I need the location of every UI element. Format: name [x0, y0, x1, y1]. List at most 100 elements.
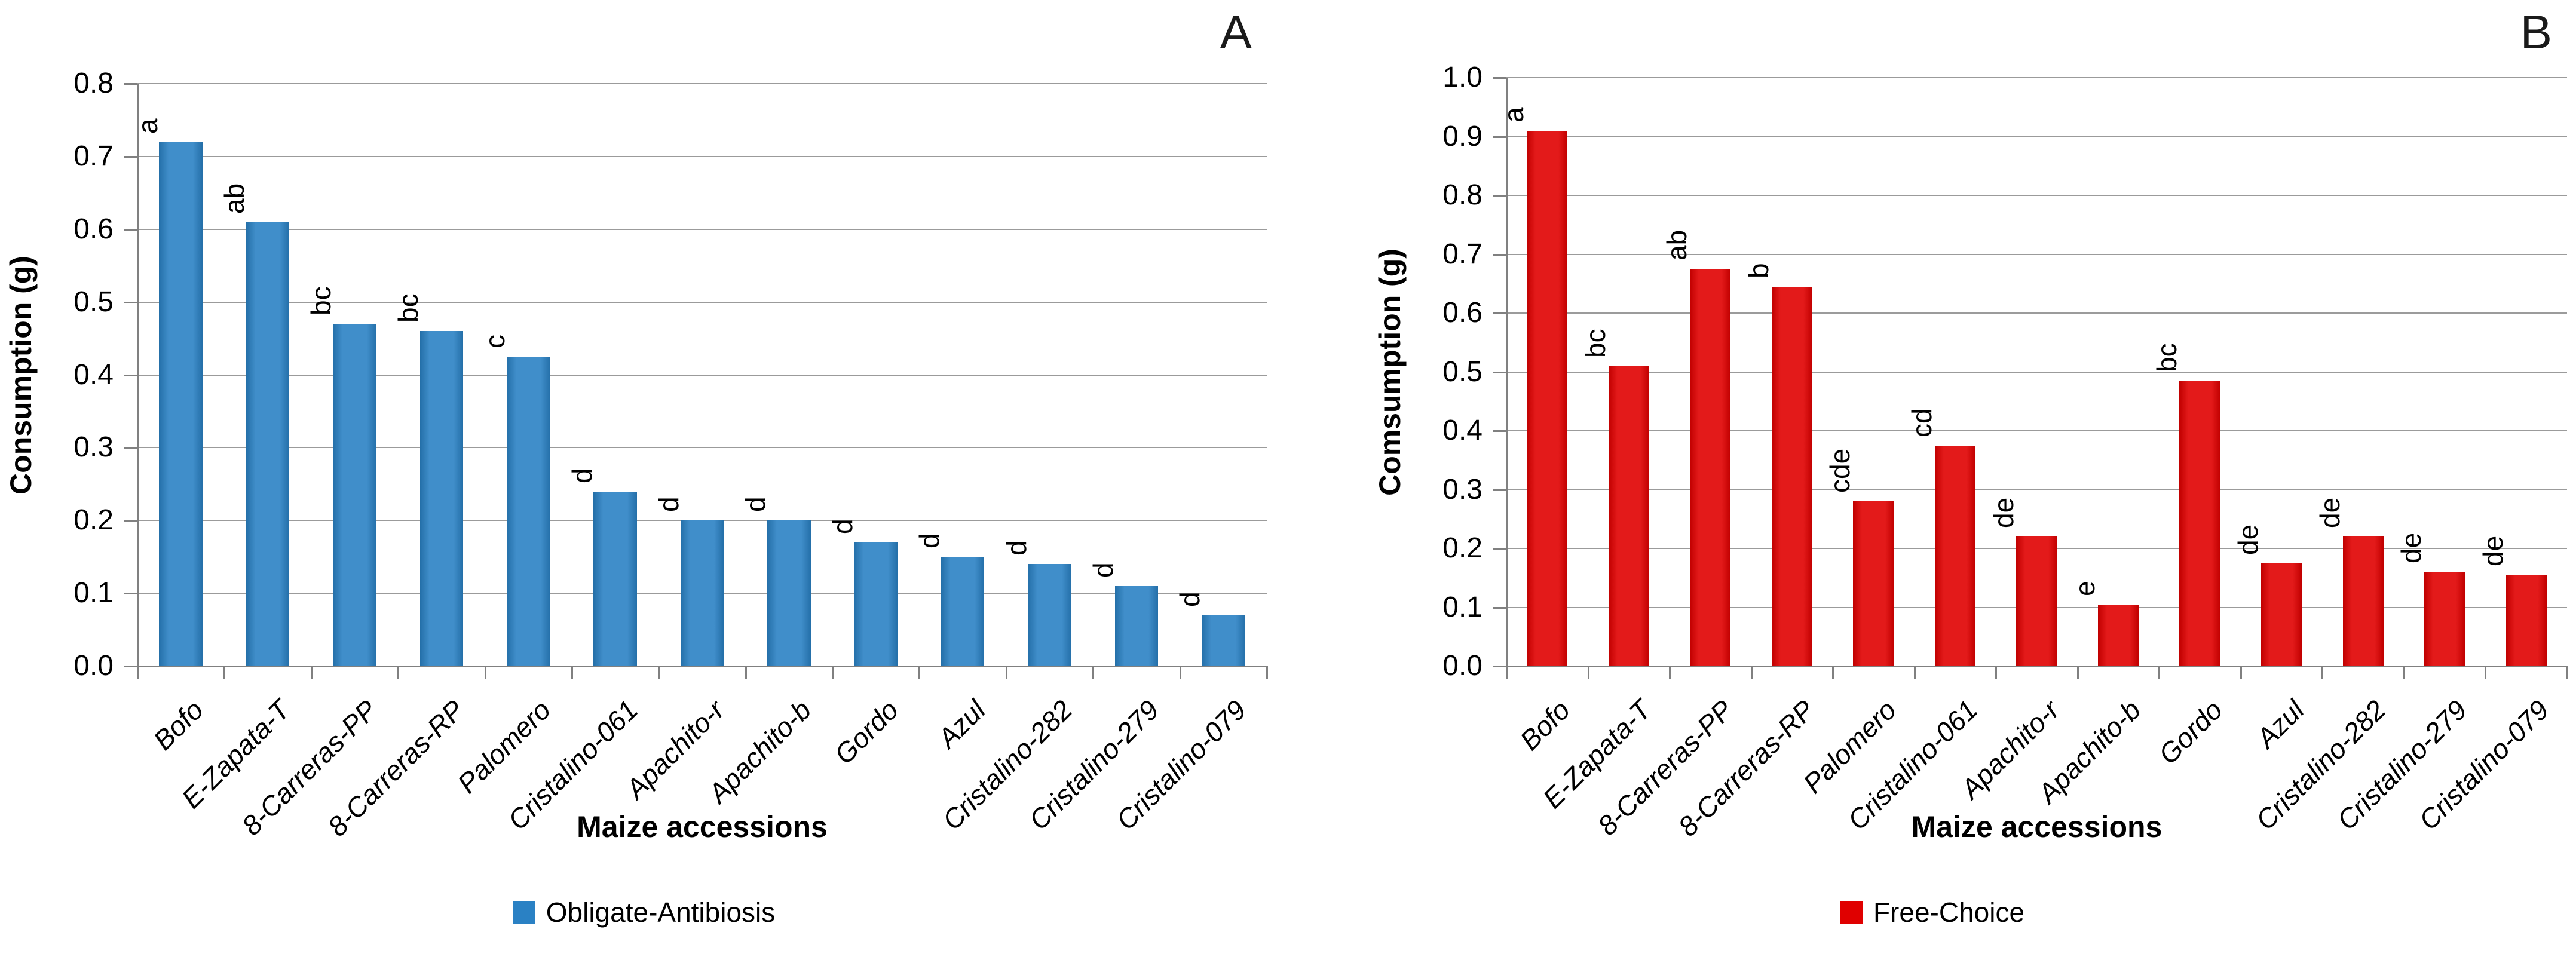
significance-letter: d [914, 533, 945, 549]
category-label: Bofo [1514, 694, 1576, 756]
x-tick-mark [2566, 666, 2568, 679]
x-tick-mark [2158, 666, 2161, 679]
x-tick-mark [1506, 666, 1508, 679]
significance-letter: bc [305, 286, 337, 316]
significance-letter: de [1987, 498, 2019, 529]
x-tick-mark [918, 666, 921, 679]
gridline [1506, 430, 2567, 431]
significance-letter: d [1087, 562, 1119, 578]
significance-letter: e [2069, 580, 2101, 596]
category-label: Bofo [147, 694, 210, 756]
y-tick-mark [1493, 430, 1506, 432]
significance-letter: bc [392, 293, 424, 323]
y-tick-label: 0.0 [73, 650, 114, 682]
significance-letter: a [131, 118, 163, 134]
y-tick-label: 0.0 [1442, 650, 1482, 682]
significance-letter: de [2396, 533, 2427, 564]
panel-letter-a: A [1220, 5, 1252, 59]
category-label: Azul [931, 694, 991, 754]
y-tick-label: 0.3 [73, 431, 114, 464]
x-tick-mark [1179, 666, 1181, 679]
bar-Cristalino-282 [2342, 536, 2384, 666]
gridline [1506, 253, 2567, 255]
bar-Bofo [1527, 130, 1568, 666]
significance-letter: ab [219, 183, 250, 214]
y-tick-mark [124, 374, 137, 376]
x-tick-mark [658, 666, 660, 679]
gridline [1506, 77, 2567, 78]
y-tick-label: 0.7 [1442, 238, 1482, 270]
y-tick-label: 0.2 [1442, 532, 1482, 564]
x-axis-title: Maize accessions [577, 810, 828, 844]
gridline [137, 447, 1267, 449]
x-tick-mark [1832, 666, 1834, 679]
bar-Apachito-b [2097, 604, 2139, 666]
significance-letter: d [653, 496, 684, 513]
x-tick-mark [2485, 666, 2487, 679]
significance-letter: bc [2151, 343, 2182, 373]
legend-swatch [1839, 901, 1863, 924]
bar-E-Zapata-T [1608, 366, 1649, 666]
x-axis-title: Maize accessions [1911, 810, 2163, 844]
gridline [1506, 195, 2567, 196]
y-tick-mark [124, 666, 137, 667]
significance-letter: bc [1579, 329, 1611, 358]
y-tick-mark [1493, 371, 1506, 373]
significance-letter: d [566, 467, 598, 483]
x-tick-mark [2403, 666, 2405, 679]
y-tick-mark [1493, 195, 1506, 197]
significance-letter: d [740, 496, 771, 513]
y-tick-label: 1.0 [1442, 62, 1482, 93]
panel-letter-b: B [2520, 5, 2552, 59]
bar-Cristalino-279 [1114, 585, 1159, 666]
significance-letter: c [479, 335, 511, 349]
y-tick-mark [1493, 548, 1506, 550]
bar-E-Zapata-T [246, 222, 290, 666]
legend: Obligate-Antibiosis [0, 896, 1288, 928]
bar-Gordo [2179, 381, 2220, 666]
y-axis-title-wrap: Consumption (g) [0, 84, 42, 666]
bar-Cristalino-061 [1934, 445, 1976, 666]
y-tick-mark [124, 520, 137, 522]
y-tick-mark [1493, 606, 1506, 609]
y-tick-label: 0.4 [1442, 415, 1482, 446]
gridline [137, 155, 1267, 157]
bar-8-Carreras-PP [1690, 269, 1731, 666]
y-tick-label: 0.5 [1442, 355, 1482, 388]
y-tick-mark [124, 228, 137, 231]
y-tick-mark [124, 447, 137, 449]
y-axis-line [137, 84, 139, 667]
y-axis-line [1506, 78, 1508, 667]
gridline [1506, 312, 2567, 314]
category-label: Azul [2250, 694, 2310, 754]
x-tick-mark [1750, 666, 1753, 679]
bar-Gordo [854, 542, 898, 666]
category-label: Gordo [828, 694, 905, 770]
significance-letter: de [2477, 536, 2508, 567]
category-label: Gordo [2152, 694, 2229, 770]
y-tick-mark [1493, 136, 1506, 138]
y-tick-mark [1493, 77, 1506, 79]
bar-8-Carreras-RP [419, 331, 464, 666]
x-tick-mark [223, 666, 226, 679]
significance-letter: ab [1661, 229, 1693, 261]
y-tick-mark [1493, 666, 1506, 667]
significance-letter: de [2314, 498, 2345, 529]
significance-letter: d [1174, 591, 1206, 607]
significance-letter: a [1498, 107, 1530, 122]
bar-Cristalino-279 [2424, 572, 2465, 666]
x-tick-mark [832, 666, 834, 679]
bar-8-Carreras-PP [333, 324, 376, 666]
bar-Apachito-b [767, 520, 811, 666]
x-tick-mark [1092, 666, 1095, 679]
y-tick-mark [1493, 253, 1506, 256]
bar-Cristalino-079 [2505, 575, 2547, 666]
y-tick-mark [1493, 489, 1506, 491]
y-axis-title: Comsumption (g) [1373, 248, 1407, 496]
gridline [137, 301, 1267, 303]
bar-8-Carreras-RP [1771, 286, 1813, 666]
legend-swatch [512, 901, 535, 924]
bar-Bofo [159, 142, 203, 666]
gridline [137, 83, 1267, 84]
